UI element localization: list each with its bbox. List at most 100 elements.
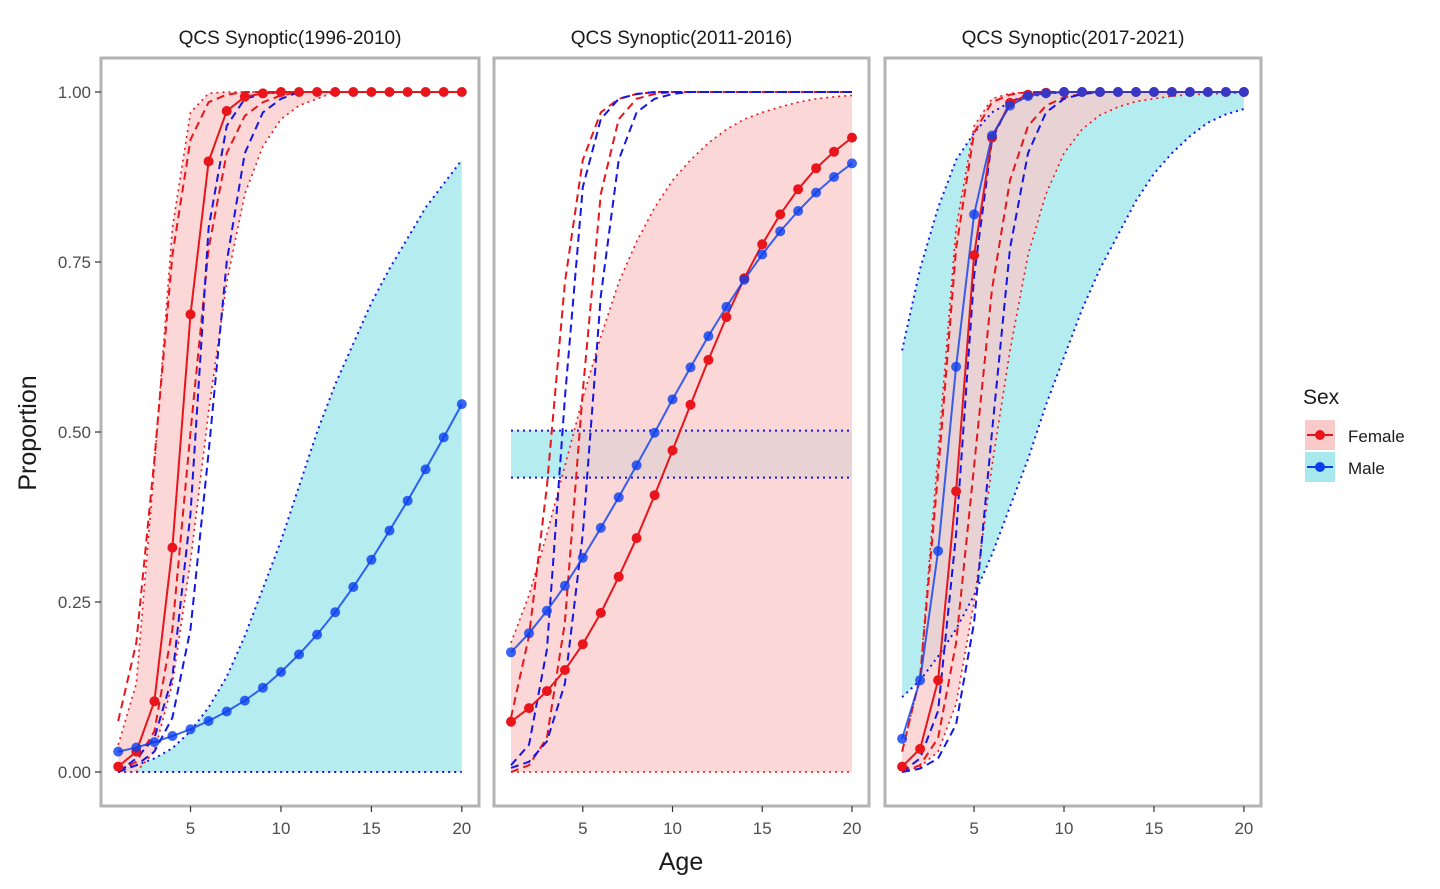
legend-label-female: Female bbox=[1348, 427, 1405, 446]
female-point bbox=[420, 87, 431, 97]
female-point bbox=[366, 87, 377, 97]
male-point bbox=[721, 301, 732, 312]
female-point bbox=[456, 87, 467, 97]
female-point bbox=[775, 209, 786, 220]
male-point bbox=[703, 331, 714, 342]
x-axis-title: Age bbox=[659, 848, 703, 876]
male-ci-band bbox=[118, 160, 462, 772]
female-point bbox=[438, 87, 449, 97]
male-point bbox=[897, 733, 908, 744]
male-dashed-upper bbox=[510, 91, 852, 766]
male-point bbox=[348, 582, 359, 592]
female-point bbox=[811, 163, 822, 174]
male-point bbox=[384, 525, 395, 536]
male-point bbox=[915, 675, 926, 686]
male-point bbox=[167, 731, 178, 741]
male-point bbox=[456, 399, 467, 410]
male-point bbox=[131, 742, 142, 753]
female-point bbox=[847, 132, 857, 143]
female-point bbox=[897, 761, 908, 772]
x-tick-label: 10 bbox=[1055, 819, 1074, 838]
female-point bbox=[541, 686, 552, 697]
legend-point-male bbox=[1315, 462, 1325, 472]
legend-entry-female: Female bbox=[1305, 420, 1405, 450]
male-point bbox=[739, 274, 750, 285]
male-point bbox=[149, 737, 160, 748]
female-point bbox=[685, 399, 696, 410]
female-point bbox=[294, 87, 304, 97]
male-point bbox=[239, 695, 250, 706]
x-tick-label: 15 bbox=[753, 819, 772, 838]
x-tick-label: 10 bbox=[663, 819, 682, 838]
panel-border bbox=[492, 56, 871, 808]
male-point bbox=[257, 682, 268, 693]
male-point bbox=[541, 605, 552, 616]
male-point bbox=[1095, 87, 1105, 97]
male-point bbox=[595, 522, 606, 533]
female-point bbox=[149, 696, 160, 707]
male-point bbox=[1238, 87, 1249, 97]
male-point bbox=[649, 427, 660, 438]
female-point bbox=[330, 87, 341, 97]
male-point bbox=[185, 724, 196, 735]
female-point bbox=[221, 106, 232, 116]
panel-border bbox=[883, 56, 1263, 808]
male-point bbox=[276, 667, 286, 677]
female-point bbox=[721, 312, 732, 323]
female-point bbox=[829, 146, 839, 157]
x-tick-label: 5 bbox=[186, 819, 195, 838]
female-point bbox=[667, 445, 678, 456]
male-dashed-lower bbox=[901, 91, 1244, 773]
male-point bbox=[402, 495, 413, 506]
legend: Sex Female Male bbox=[1303, 386, 1405, 482]
female-ci-upper-dotted bbox=[510, 94, 853, 644]
female-ci-band bbox=[118, 92, 462, 772]
female-point bbox=[703, 354, 714, 365]
x-tick-label: 15 bbox=[1144, 819, 1163, 838]
male-point bbox=[969, 209, 980, 220]
legend-entry-male: Male bbox=[1305, 452, 1385, 482]
female-point bbox=[933, 675, 944, 686]
panels-layer: QCS Synoptic(1996-2010) 5 10 15 20 0.00 0.25 0.… bbox=[58, 28, 1263, 838]
male-point bbox=[113, 746, 124, 757]
male-point bbox=[1131, 87, 1141, 97]
male-point bbox=[933, 546, 944, 556]
x-tick-label: 15 bbox=[362, 819, 381, 838]
female-point bbox=[595, 607, 606, 618]
y-tick-label: 0.75 bbox=[58, 253, 91, 272]
male-point bbox=[757, 249, 768, 260]
female-series-line bbox=[510, 136, 853, 723]
female-point bbox=[951, 486, 962, 497]
female-point bbox=[613, 571, 624, 582]
panel-plot-area bbox=[506, 91, 857, 773]
male-point bbox=[613, 492, 624, 503]
legend-point-female bbox=[1315, 430, 1325, 440]
female-point bbox=[185, 309, 196, 320]
male-point bbox=[667, 394, 678, 405]
female-point bbox=[113, 761, 124, 772]
male-point bbox=[577, 552, 588, 563]
female-point bbox=[757, 239, 768, 250]
y-tick-label: 0.00 bbox=[58, 763, 91, 782]
male-point bbox=[811, 187, 822, 198]
x-tick-label: 5 bbox=[969, 819, 978, 838]
male-point bbox=[775, 226, 786, 237]
male-dashed-lower bbox=[117, 91, 462, 773]
legend-label-male: Male bbox=[1348, 459, 1385, 478]
male-point bbox=[221, 706, 232, 717]
male-point bbox=[829, 172, 839, 182]
male-point bbox=[1149, 87, 1159, 97]
facet-title: QCS Synoptic(2017-2021) bbox=[962, 28, 1185, 49]
female-point bbox=[631, 533, 642, 544]
male-point bbox=[506, 647, 516, 658]
female-point bbox=[969, 250, 980, 261]
female-ci-band bbox=[902, 92, 1244, 772]
female-point bbox=[524, 703, 534, 714]
female-ci-band bbox=[511, 95, 852, 772]
female-point bbox=[203, 156, 214, 167]
male-point bbox=[294, 649, 304, 660]
male-point bbox=[685, 362, 696, 373]
male-point bbox=[438, 432, 449, 443]
female-point bbox=[559, 665, 570, 675]
male-point bbox=[847, 158, 857, 169]
